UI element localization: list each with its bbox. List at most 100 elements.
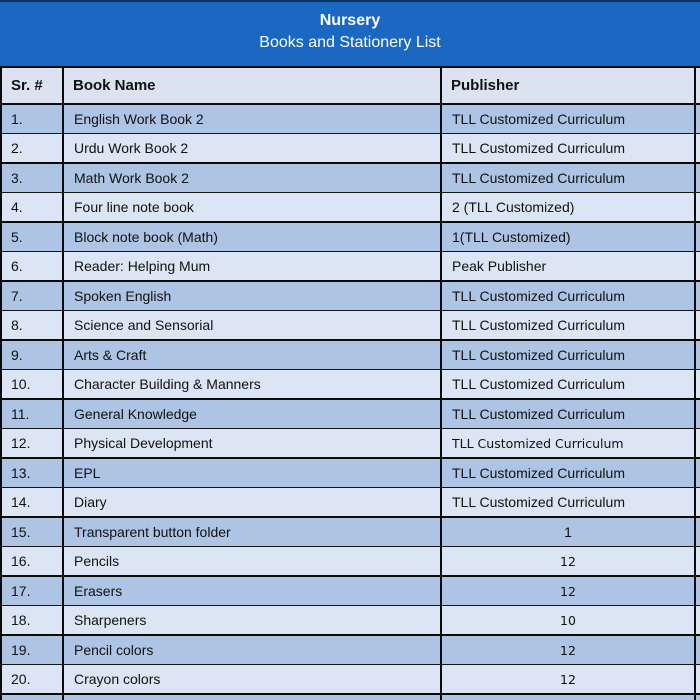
publisher-cell: 12 [440, 575, 696, 606]
publisher-cell: TLL Customized Curriculum [440, 103, 696, 134]
clipped-cell [694, 310, 700, 340]
book-name-cell: Physical Development [62, 428, 442, 458]
table-row: 15. Transparent button folder 1 [0, 516, 700, 547]
clipped-cell [694, 664, 700, 694]
sr-cell: 18. [0, 605, 64, 635]
book-name-cell: Science and Sensorial [62, 310, 442, 340]
clipped-column-header [694, 66, 700, 105]
table-row: 7. Spoken English TLL Customized Curriculu… [0, 280, 700, 311]
publisher-cell: 12 [440, 546, 696, 576]
publisher-cell: TLL Customized Curriculum [440, 457, 696, 488]
column-header-book-name: Book Name [62, 66, 442, 105]
publisher-cell: TLL Customized Curriculum [440, 280, 696, 311]
book-name-cell: Crayon colors [62, 664, 442, 694]
sr-cell: 15. [0, 516, 64, 547]
clipped-cell [694, 103, 700, 134]
publisher-cell: TLL Customized Curriculum [440, 310, 696, 340]
table-row: 16. Pencils 12 [0, 546, 700, 576]
sr-cell: 6. [0, 251, 64, 281]
book-name-cell: Spoken English [62, 280, 442, 311]
book-name-cell: Diary [62, 487, 442, 517]
page-title: Nursery [319, 12, 381, 29]
book-name-cell: Pencils [62, 546, 442, 576]
sr-cell: 13. [0, 457, 64, 488]
clipped-cell [694, 605, 700, 635]
clipped-cell [694, 398, 700, 429]
clipped-next-row [0, 693, 700, 700]
clipped-cell [0, 693, 64, 700]
book-name-cell: EPL [62, 457, 442, 488]
table-row: 17. Erasers 12 [0, 575, 700, 606]
book-name-cell: Erasers [62, 575, 442, 606]
publisher-cell: 1(TLL Customized) [440, 221, 696, 252]
clipped-cell [694, 369, 700, 399]
book-name-cell: Block note book (Math) [62, 221, 442, 252]
publisher-cell: TLL Customized Curriculum [440, 133, 696, 163]
clipped-cell [694, 133, 700, 163]
publisher-cell: TLL Customized Curriculum [440, 428, 696, 458]
clipped-cell [694, 693, 700, 700]
table-row: 5. Block note book (Math) 1(TLL Customized… [0, 221, 700, 252]
table-row: 18. Sharpeners 10 [0, 605, 700, 635]
sr-cell: 11. [0, 398, 64, 429]
publisher-cell: Peak Publisher [440, 251, 696, 281]
table-row: 10. Character Building & Manners TLL Custo… [0, 369, 700, 399]
column-header-publisher: Publisher [440, 66, 696, 105]
title-banner: Nursery Books and Stationery List [0, 0, 700, 66]
books-stationery-table: Sr. # Book Name Publisher 1. English Work… [0, 66, 700, 700]
table-row: 8. Science and Sensorial TLL Customized Cu… [0, 310, 700, 340]
clipped-cell [694, 162, 700, 193]
clipped-cell [694, 428, 700, 458]
publisher-cell: TLL Customized Curriculum [440, 398, 696, 429]
clipped-cell [694, 487, 700, 517]
book-name-cell: English Work Book 2 [62, 103, 442, 134]
sr-cell: 10. [0, 369, 64, 399]
book-name-cell: Pencil colors [62, 634, 442, 665]
sr-cell: 16. [0, 546, 64, 576]
sr-cell: 9. [0, 339, 64, 370]
sr-cell: 3. [0, 162, 64, 193]
clipped-cell [62, 693, 442, 700]
publisher-cell: 12 [440, 664, 696, 694]
page-subtitle: Books and Stationery List [259, 34, 441, 51]
sr-cell: 17. [0, 575, 64, 606]
book-name-cell: Arts & Craft [62, 339, 442, 370]
clipped-cell [694, 575, 700, 606]
clipped-cell [694, 192, 700, 222]
clipped-cell [694, 221, 700, 252]
table-row: 2. Urdu Work Book 2 TLL Customized Curricu… [0, 133, 700, 163]
publisher-cell: 1 [440, 516, 696, 547]
publisher-cell: TLL Customized Curriculum [440, 162, 696, 193]
sr-cell: 5. [0, 221, 64, 252]
clipped-cell [694, 634, 700, 665]
publisher-cell: TLL Customized Curriculum [440, 369, 696, 399]
clipped-cell [440, 693, 696, 700]
sr-cell: 4. [0, 192, 64, 222]
publisher-cell: TLL Customized Curriculum [440, 487, 696, 517]
book-name-cell: Reader: Helping Mum [62, 251, 442, 281]
clipped-cell [694, 546, 700, 576]
publisher-cell: 2 (TLL Customized) [440, 192, 696, 222]
sr-cell: 2. [0, 133, 64, 163]
sr-cell: 20. [0, 664, 64, 694]
publisher-cell: 10 [440, 605, 696, 635]
sr-cell: 12. [0, 428, 64, 458]
table-row: 3. Math Work Book 2 TLL Customized Curricu… [0, 162, 700, 193]
table-row: 20. Crayon colors 12 [0, 664, 700, 694]
sr-cell: 7. [0, 280, 64, 311]
table-row: 11. General Knowledge TLL Customized Curri… [0, 398, 700, 429]
sr-cell: 8. [0, 310, 64, 340]
table-row: 1. English Work Book 2 TLL Customized Curr… [0, 103, 700, 134]
table-row: 14. Diary TLL Customized Curriculum [0, 487, 700, 517]
table-row: 19. Pencil colors 12 [0, 634, 700, 665]
column-header-sr: Sr. # [0, 66, 64, 105]
book-name-cell: Four line note book [62, 192, 442, 222]
publisher-cell: TLL Customized Curriculum [440, 339, 696, 370]
table-row: 6. Reader: Helping Mum Peak Publisher [0, 251, 700, 281]
book-name-cell: Transparent button folder [62, 516, 442, 547]
table-header-row: Sr. # Book Name Publisher [0, 66, 700, 105]
clipped-cell [694, 251, 700, 281]
book-name-cell: Math Work Book 2 [62, 162, 442, 193]
publisher-cell: 12 [440, 634, 696, 665]
clipped-cell [694, 280, 700, 311]
